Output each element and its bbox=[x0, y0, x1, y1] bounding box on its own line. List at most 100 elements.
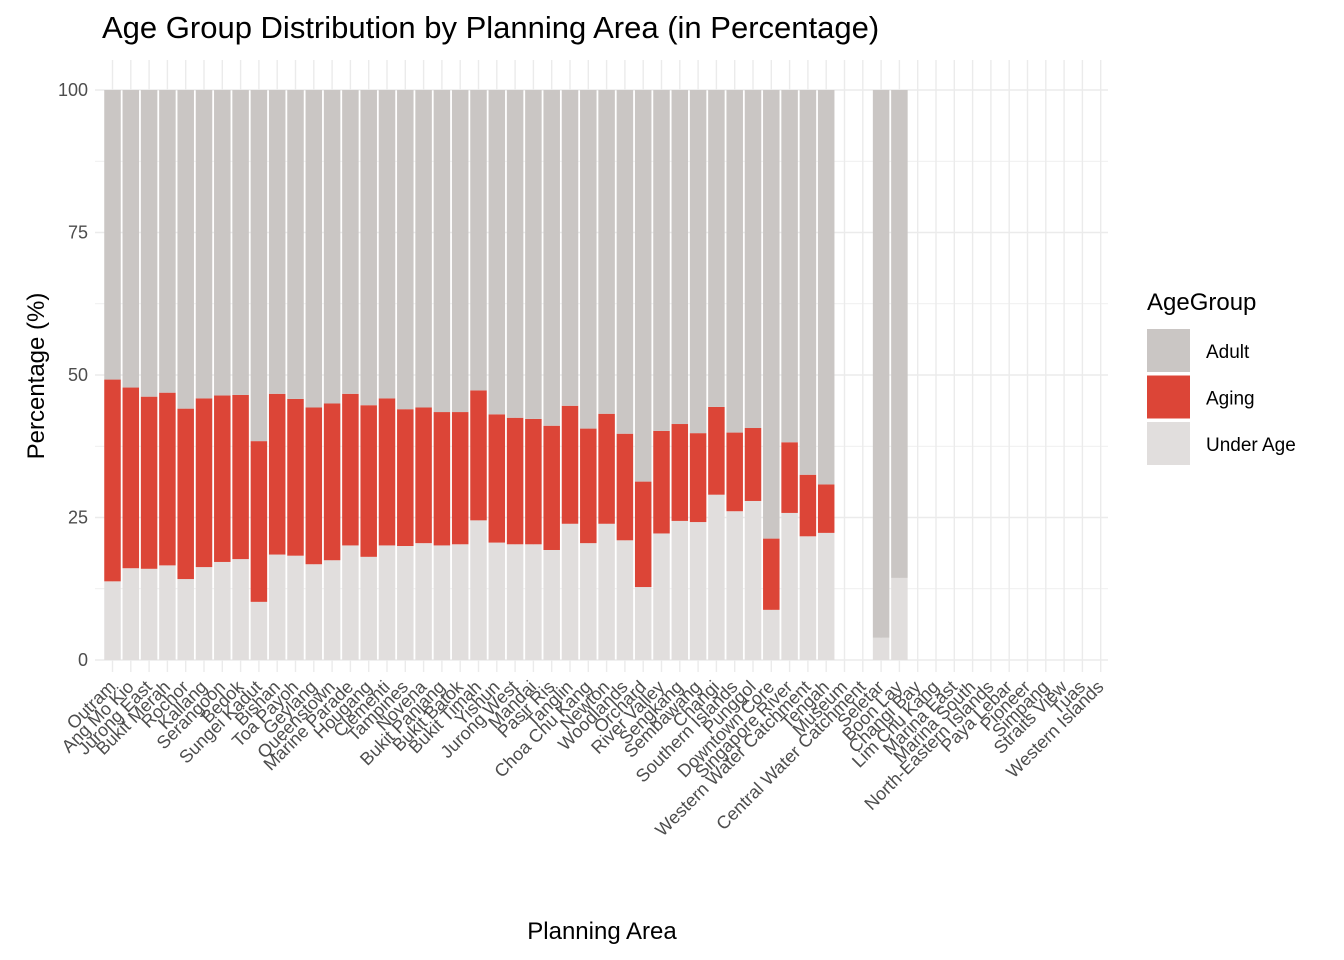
bar-aging bbox=[561, 405, 579, 524]
bar-aging bbox=[287, 398, 304, 556]
bar-adult bbox=[397, 90, 414, 410]
bar-aging bbox=[817, 484, 835, 533]
bar-adult bbox=[342, 90, 359, 394]
bar-aging bbox=[433, 412, 451, 546]
bar-under-age bbox=[159, 565, 176, 660]
bar-adult bbox=[177, 90, 194, 409]
bar-adult bbox=[799, 90, 817, 475]
bar-under-age bbox=[525, 544, 542, 660]
bar-under-age bbox=[744, 500, 762, 660]
bar-under-age bbox=[140, 568, 158, 660]
bar-adult bbox=[122, 90, 140, 388]
bar-aging bbox=[543, 425, 560, 550]
legend-key-aging bbox=[1147, 375, 1190, 419]
bar-aging bbox=[708, 406, 725, 495]
bar-aging bbox=[378, 398, 396, 546]
bar-aging bbox=[488, 414, 506, 543]
bar-aging bbox=[415, 407, 432, 544]
bar-adult bbox=[543, 90, 560, 426]
bar-adult bbox=[159, 90, 176, 393]
bar-under-age bbox=[104, 581, 121, 660]
y-tick-label: 50 bbox=[68, 365, 88, 385]
bar-adult bbox=[744, 90, 762, 429]
bar-aging bbox=[525, 418, 542, 545]
x-axis-title: Planning Area bbox=[527, 918, 677, 945]
bar-under-age bbox=[616, 540, 634, 660]
bar-adult bbox=[817, 90, 835, 485]
bar-aging bbox=[580, 428, 597, 544]
bar-under-age bbox=[397, 546, 414, 660]
bar-under-age bbox=[488, 542, 506, 660]
bar-aging bbox=[104, 379, 121, 582]
bar-under-age bbox=[817, 532, 835, 660]
bar-under-age bbox=[580, 543, 597, 660]
bar-adult bbox=[506, 90, 524, 418]
y-axis-title: Percentage (%) bbox=[23, 293, 50, 460]
bar-under-age bbox=[708, 494, 725, 660]
legend-label-under-age: Under Age bbox=[1206, 435, 1296, 456]
bar-aging bbox=[159, 392, 176, 566]
legend-label-adult: Adult bbox=[1206, 342, 1250, 363]
bar-under-age bbox=[671, 520, 689, 660]
y-tick-label: 0 bbox=[78, 650, 88, 670]
bar-adult bbox=[415, 90, 432, 408]
bar-adult bbox=[214, 90, 231, 396]
bar-under-age bbox=[598, 523, 615, 660]
bar-under-age bbox=[470, 520, 487, 660]
bar-under-age bbox=[177, 579, 194, 660]
bar-adult bbox=[488, 90, 506, 415]
bar-adult bbox=[689, 90, 707, 434]
bar-aging bbox=[268, 393, 286, 555]
bar-adult bbox=[872, 90, 890, 638]
bar-under-age bbox=[214, 561, 231, 660]
bar-under-age bbox=[726, 511, 743, 660]
bar-adult bbox=[305, 90, 323, 408]
y-axis-ticks: 0 25 50 75 100 bbox=[58, 80, 88, 670]
bar-under-age bbox=[268, 554, 286, 660]
bar-under-age bbox=[543, 549, 560, 660]
bar-adult bbox=[268, 90, 286, 394]
bar-adult bbox=[763, 90, 780, 539]
bar-adult bbox=[250, 90, 268, 442]
bar-under-age bbox=[781, 512, 798, 660]
legend-title: AgeGroup bbox=[1147, 289, 1256, 316]
bar-under-age bbox=[634, 587, 652, 660]
bar-under-age bbox=[232, 559, 249, 660]
bar-adult bbox=[451, 90, 469, 413]
bar-under-age bbox=[323, 560, 341, 660]
bar-adult bbox=[232, 90, 249, 395]
bar-aging bbox=[397, 409, 414, 546]
bar-adult bbox=[580, 90, 597, 429]
bar-under-age bbox=[653, 533, 670, 660]
y-tick-label: 75 bbox=[68, 223, 88, 243]
bar-aging bbox=[744, 428, 762, 501]
bar-under-age bbox=[378, 545, 396, 660]
bar-aging bbox=[451, 412, 469, 545]
bar-aging bbox=[195, 398, 213, 568]
bar-adult bbox=[671, 90, 689, 425]
legend-key-under-age bbox=[1147, 422, 1190, 465]
bar-aging bbox=[634, 481, 652, 588]
bar-under-age bbox=[799, 536, 817, 660]
bar-adult bbox=[616, 90, 634, 434]
bar-aging bbox=[781, 442, 798, 513]
bar-aging bbox=[323, 403, 341, 561]
bar-aging bbox=[250, 441, 268, 602]
bar-aging bbox=[763, 538, 780, 610]
bar-under-age bbox=[872, 637, 890, 660]
bar-under-age bbox=[342, 545, 359, 660]
bar-under-age bbox=[122, 568, 140, 660]
bar-adult bbox=[195, 90, 213, 399]
bar-adult bbox=[433, 90, 451, 413]
bar-adult bbox=[561, 90, 579, 406]
bar-aging bbox=[506, 417, 524, 545]
bar-under-age bbox=[891, 577, 908, 660]
bar-under-age bbox=[305, 564, 323, 660]
bar-aging bbox=[342, 393, 359, 546]
bar-under-age bbox=[561, 523, 579, 660]
bar-under-age bbox=[763, 609, 780, 660]
bars bbox=[104, 90, 908, 660]
chart-title: Age Group Distribution by Planning Area … bbox=[102, 10, 880, 45]
